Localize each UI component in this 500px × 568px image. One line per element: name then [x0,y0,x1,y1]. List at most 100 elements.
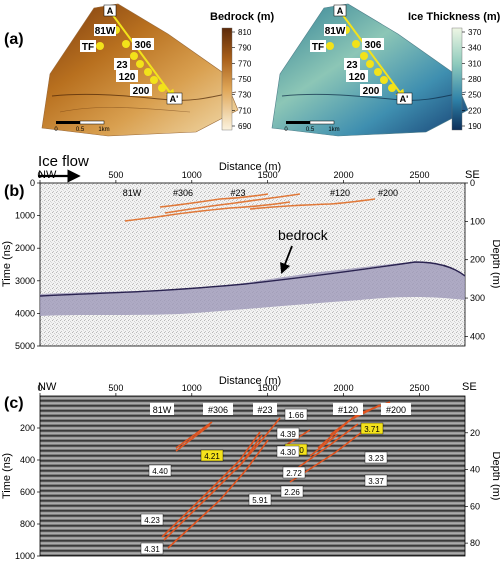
panel-b-y2-title: Depth (m) [490,240,500,289]
x-tick-label: 0 [37,383,42,393]
point-120-label: 120 [119,72,136,83]
y-tick-label: 400 [20,455,35,465]
x-tick-label: 500 [108,383,123,393]
panel-b-right-dir: SE [465,169,480,181]
colorbar-tick-label: 370 [468,28,482,37]
profile-start-label: A [107,6,114,16]
colorbar-tick-label: 310 [468,59,482,68]
y2-tick-label: 300 [470,293,485,303]
y2-tick-label: 100 [470,216,485,226]
y-tick-label: 5000 [15,341,35,351]
rate-annotation: 4.40 [152,467,168,476]
y2-tick-label: 40 [470,465,480,475]
svg-text:23: 23 [346,60,358,71]
station-label: 81W [123,188,142,198]
bedrock-map: A 81W TF 306 23 120 200 A' 0 0.5 1km [41,3,239,137]
ice-colorbar [451,27,463,131]
point-tf-label: TF [82,42,94,53]
y2-tick-label: 200 [470,255,485,265]
colorbar-tick-label: 220 [468,106,482,115]
y2-tick-label: 20 [470,428,480,438]
ice-thickness-map: A 81W TF 306 23 120 200 A' 0 0.5 1km [271,3,469,137]
station-label: 81W [153,405,172,415]
x-tick-label: 2500 [409,170,429,180]
panel-c-left-dir: NW [38,381,57,393]
y-tick-label: 1000 [15,211,35,221]
x-tick-label: 2000 [334,170,354,180]
bedrock-label: bedrock [278,227,329,243]
point-306-marker [122,40,130,48]
y2-tick-label: 80 [470,538,480,548]
panel-c-axes: 0 500 1000 1500 2000 2500 200 400 600 800 1000 20 40… [15,383,480,561]
rate-annotation: 3.23 [368,454,384,463]
ice-scalebar: 0 0.5 1km [284,120,340,133]
x-tick-label: 2000 [334,383,354,393]
svg-text:120: 120 [349,72,366,83]
svg-text:1km: 1km [98,127,109,133]
station-label: #306 [208,405,228,415]
ice-map-surface [271,3,469,137]
station-label: #306 [173,188,193,198]
x-tick-label: 2500 [409,383,429,393]
y-tick-label: 0 [30,178,35,188]
point-81w-label: 81W [95,26,116,37]
station-label: #23 [230,188,245,198]
colorbar-tick-label: 340 [468,44,482,53]
colorbar-tick-label: 250 [468,91,482,100]
rate-annotation: 4.39 [280,430,296,439]
svg-text:TF: TF [312,42,324,53]
bedrock-colorbar-title: Bedrock (m) [210,11,275,23]
rate-annotation: 3.37 [368,477,384,486]
colorbar-tick-label: 810 [238,28,252,37]
panel-c-x-title: Distance (m) [219,375,281,387]
englacial-layer-b [124,201,291,222]
point-200-marker [158,84,166,92]
point-306-label: 306 [135,40,152,51]
bedrock-scalebar: 0 0.5 1km [54,120,110,133]
station-label: #23 [257,405,272,415]
y-tick-label: 800 [20,519,35,529]
svg-text:200: 200 [363,86,380,97]
rate-annotation: 2.26 [284,488,300,497]
ice-colorbar-title: Ice Thickness (m) [408,11,500,23]
panel-b-station-labels: 81W #306 #23 #120 #200 [123,188,398,198]
colorbar-tick-label: 730 [238,91,252,100]
y-tick-label: 200 [20,423,35,433]
point-tf-marker [96,42,104,50]
x-tick-label: 1000 [182,170,202,180]
point-200-label: 200 [133,86,150,97]
rate-annotation: 3.71 [364,425,380,434]
station-label: #120 [338,405,358,415]
rate-annotation: 1.66 [288,411,304,420]
x-tick-label: 1000 [182,383,202,393]
y-tick-label: 2000 [15,243,35,253]
point-23-label: 23 [116,60,128,71]
svg-text:0.5: 0.5 [306,127,315,133]
point-120-marker [150,76,158,84]
englacial-layers-c [161,401,391,549]
rate-annotation: 4.31 [144,545,160,554]
bedrock-arrow [280,245,293,275]
gpr-radargram-b [39,182,466,347]
panel-b-x-title: Distance (m) [219,161,281,173]
colorbar-tick-label: 690 [238,122,252,131]
gpr-radargram-c [39,395,466,557]
y-tick-label: 4000 [15,308,35,318]
y-tick-label: 3000 [15,276,35,286]
panel-c-label: (c) [4,395,24,412]
panel-a-label: (a) [4,31,24,48]
panel-c-right-dir: SE [462,381,477,393]
panel-c-y-title: Time (ns) [1,453,13,499]
svg-text:A: A [337,6,344,16]
panel-c-station-labels: 81W #306 #23 #120 #200 [150,403,411,415]
station-label: #120 [330,188,350,198]
y2-tick-label: 400 [470,331,485,341]
colorbar-tick-label: 710 [238,106,252,115]
svg-text:0: 0 [54,127,58,133]
colorbar-tick-label: 190 [468,122,482,131]
svg-text:81W: 81W [325,26,346,37]
y-tick-label: 1000 [15,551,35,561]
rate-annotation: 4.21 [204,452,220,461]
colorbar-tick-label: 280 [468,75,482,84]
